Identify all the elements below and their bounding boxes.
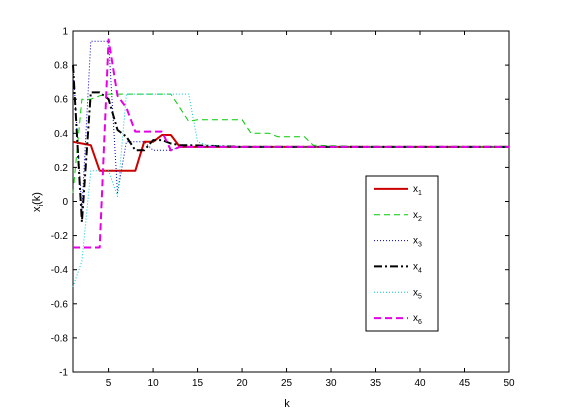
y-tick-label: -0.4 (51, 265, 69, 276)
y-tick-label: -0.6 (51, 299, 69, 310)
legend-box (365, 175, 439, 332)
x-tick-label: 15 (192, 378, 204, 389)
series-line-4 (72, 65, 509, 223)
x-axis-label: k (284, 398, 290, 410)
x-tick-label: 10 (148, 378, 160, 389)
y-axis-label: xi(k) (31, 192, 45, 212)
y-tick-label: -0.8 (51, 333, 69, 344)
legend-label-6: x6 (413, 313, 422, 326)
legend-label-2: x2 (413, 210, 422, 223)
series-layer (72, 38, 509, 287)
x-tick-label: 25 (281, 378, 293, 389)
legend: x1 x2 x3 x4 x5 x6 (365, 175, 439, 332)
y-tick-label: 0.4 (54, 129, 68, 140)
series-line-6 (73, 38, 509, 249)
y-axis-label-main: x (31, 206, 43, 212)
y-axis-label-suffix: (k) (31, 192, 43, 205)
legend-label-3: x3 (413, 236, 422, 249)
y-tick-label: 0.2 (54, 163, 68, 174)
plot-area (72, 30, 510, 373)
legend-label-5: x5 (413, 287, 422, 300)
y-tick-label: 0.8 (54, 61, 68, 72)
axes-layer: 5 10 15 20 25 30 35 40 45 50 -1 -0.8 -0.6 -0.4 -0.2 0 0.… (51, 27, 515, 390)
y-axis-label-sub: i (38, 204, 45, 206)
x-tick-label: 35 (370, 378, 382, 389)
x-tick-label: 5 (106, 378, 112, 389)
x-tick-label: 45 (459, 378, 471, 389)
legend-label-1: x1 (413, 184, 422, 197)
x-tick-label: 40 (414, 378, 426, 389)
y-tick-label: -0.2 (51, 231, 69, 242)
x-tick-label: 50 (503, 378, 515, 389)
y-tick-label: -1 (59, 368, 68, 379)
x-tick-label: 20 (236, 378, 248, 389)
series-line-5 (72, 93, 509, 287)
legend-label-4: x4 (413, 261, 422, 274)
x-tick-label: 30 (325, 378, 337, 389)
y-tick-label: 0.6 (54, 95, 68, 106)
y-tick-label: 1 (62, 27, 68, 38)
y-tick-label: 0 (62, 197, 68, 208)
